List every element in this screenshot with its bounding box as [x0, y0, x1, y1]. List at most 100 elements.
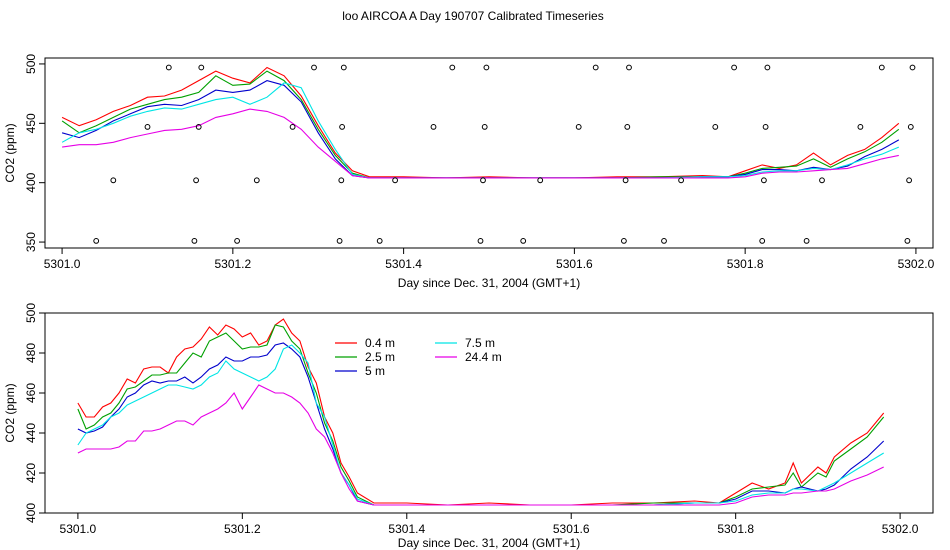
xlabel-bottom: Day since Dec. 31, 2004 (GMT+1) — [398, 536, 580, 550]
x-tick-label: 5302.0 — [898, 257, 935, 271]
sample-marker — [193, 177, 200, 184]
series-lines-top — [61, 66, 900, 179]
sample-marker — [622, 177, 629, 184]
sample-marker — [661, 238, 667, 244]
x-tick-label: 5301.0 — [44, 257, 81, 271]
series-line-24-4-m — [77, 384, 884, 506]
legend-label: 5 m — [365, 364, 385, 378]
sample-marker — [906, 177, 912, 184]
x-axis-ticks-bottom: 5301.0 5301.2 5301.4 5301.6 5301.8 5302.0 — [60, 513, 919, 536]
sample-marker — [626, 64, 632, 71]
bottom-panel: Day since Dec. 31, 2004 (GMT+1) CO2 (ppm… — [3, 303, 934, 550]
sample-marker — [819, 177, 825, 184]
x-tick-label: 5301.2 — [224, 522, 261, 536]
sample-marker — [93, 238, 100, 244]
sample-marker — [198, 64, 205, 71]
x-tick-label: 5301.6 — [556, 257, 593, 271]
sample-markers-top — [93, 64, 916, 244]
sample-marker — [909, 64, 916, 71]
x-axis-ticks-top: 5301.0 5301.2 5301.4 5301.6 5301.8 5302.0 — [44, 248, 935, 271]
x-tick-label: 5301.2 — [214, 257, 251, 271]
legend-label: 7.5 m — [465, 336, 495, 350]
x-tick-label: 5301.6 — [553, 522, 590, 536]
sample-marker — [376, 238, 383, 244]
x-tick-label: 5301.4 — [385, 257, 422, 271]
sample-marker — [575, 124, 582, 130]
x-tick-label: 5301.8 — [727, 257, 764, 271]
series-line-0-4-m — [77, 318, 885, 506]
sample-marker — [253, 177, 260, 184]
series-lines-bottom — [77, 318, 885, 506]
legend-label: 0.4 m — [365, 336, 395, 350]
sample-marker — [731, 64, 737, 71]
sample-marker — [165, 64, 172, 71]
y-tick-label: 500 — [24, 303, 38, 323]
sample-marker — [392, 177, 399, 184]
series-line-5-m — [77, 342, 885, 506]
y-tick-label: 500 — [24, 54, 38, 74]
sample-marker — [339, 124, 346, 130]
sample-marker — [878, 64, 885, 71]
sample-marker — [191, 238, 198, 244]
sample-marker — [480, 177, 486, 184]
sample-marker — [483, 64, 490, 71]
sample-marker — [759, 238, 766, 244]
sample-marker — [761, 177, 767, 184]
sample-marker — [592, 64, 599, 71]
sample-marker — [289, 124, 296, 130]
series-line-24-4-m — [62, 108, 899, 179]
xlabel-top: Day since Dec. 31, 2004 (GMT+1) — [398, 276, 580, 290]
series-line-0-4-m — [61, 66, 900, 179]
sample-marker — [907, 124, 914, 130]
sample-marker — [340, 64, 347, 71]
ylabel-top: CO2 (ppm) — [3, 123, 17, 182]
legend-label: 2.5 m — [365, 350, 395, 364]
y-tick-label: 350 — [24, 232, 38, 252]
y-tick-label: 480 — [24, 343, 38, 363]
sample-marker — [430, 124, 437, 130]
sample-marker — [477, 238, 484, 244]
sample-marker — [336, 238, 343, 244]
plot-frame-bottom — [44, 312, 934, 514]
plot-frame-top — [44, 57, 934, 249]
y-tick-label: 400 — [24, 503, 38, 523]
ylabel-bottom: CO2 (ppm) — [3, 383, 17, 442]
sample-marker — [311, 64, 317, 71]
x-tick-label: 5301.8 — [717, 522, 754, 536]
sample-marker — [712, 124, 719, 130]
sample-marker — [904, 238, 911, 244]
top-panel: Day since Dec. 31, 2004 (GMT+1) CO2 (ppm… — [3, 54, 935, 290]
y-tick-label: 400 — [24, 172, 38, 192]
sample-marker — [762, 124, 769, 130]
sample-marker — [857, 124, 864, 130]
series-line-2-5-m — [77, 324, 885, 506]
sample-marker — [144, 124, 151, 130]
sample-marker — [621, 238, 627, 244]
series-line-7-5-m — [77, 344, 884, 506]
y-tick-label: 420 — [24, 463, 38, 483]
sample-marker — [338, 177, 345, 184]
sample-marker — [764, 64, 771, 71]
sample-marker — [195, 124, 202, 130]
sample-marker — [234, 238, 241, 244]
x-tick-label: 5301.0 — [60, 522, 97, 536]
x-tick-label: 5302.0 — [882, 522, 919, 536]
sample-marker — [803, 238, 810, 244]
sample-marker — [537, 177, 544, 184]
sample-marker — [449, 64, 456, 71]
sample-marker — [678, 177, 684, 184]
sample-marker — [520, 238, 527, 244]
figure-title: loo AIRCOA A Day 190707 Calibrated Times… — [342, 9, 603, 23]
y-axis-ticks-top: 350 400 450 500 — [24, 54, 45, 252]
y-tick-label: 460 — [24, 383, 38, 403]
sample-marker — [110, 177, 117, 184]
y-tick-label: 450 — [24, 113, 38, 133]
x-tick-label: 5301.4 — [388, 522, 425, 536]
y-axis-ticks-bottom: 400 420 440 460 480 500 — [24, 303, 45, 523]
legend: 0.4 m2.5 m5 m 7.5 m24.4 m — [335, 336, 502, 378]
sample-marker — [481, 124, 488, 130]
legend-label: 24.4 m — [465, 350, 502, 364]
y-tick-label: 440 — [24, 423, 38, 443]
series-line-7-5-m — [61, 82, 900, 179]
